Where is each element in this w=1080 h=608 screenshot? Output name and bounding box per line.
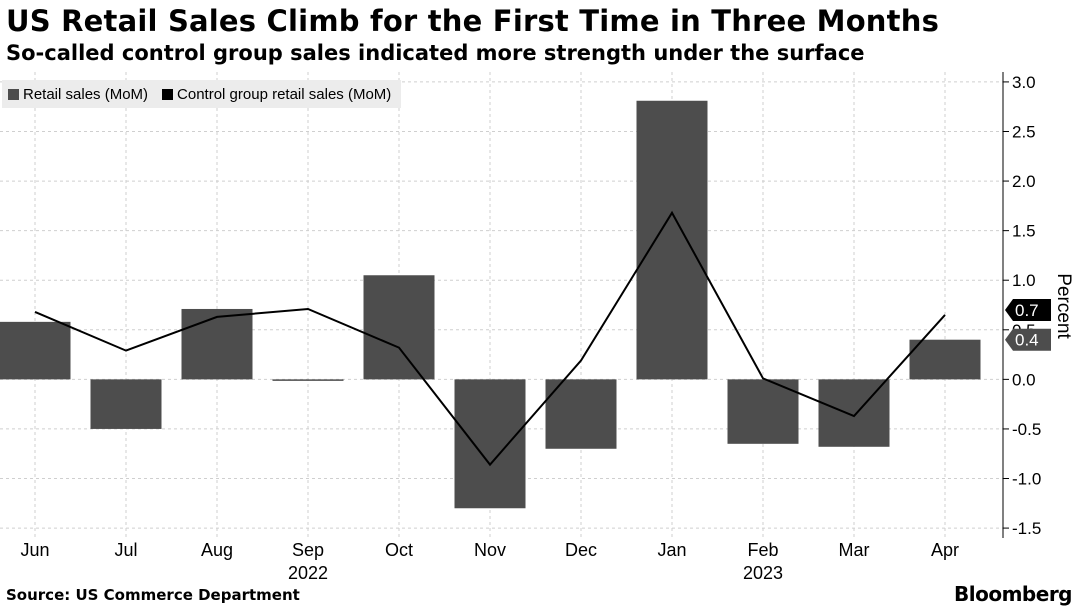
legend: Retail sales (MoM) Control group retail … bbox=[2, 80, 402, 108]
x-tick-label-sep: Sep bbox=[292, 540, 324, 560]
bar-series bbox=[0, 100, 981, 509]
legend-label-retail-sales: Retail sales (MoM) bbox=[23, 85, 149, 103]
y-tick-label: -0.5 bbox=[1012, 420, 1041, 439]
bar-jul bbox=[90, 379, 162, 429]
x-tick-label-nov: Nov bbox=[474, 540, 506, 560]
bar-nov bbox=[454, 379, 526, 509]
x-tick-label-jun: Jun bbox=[20, 540, 49, 560]
x-tick-label-feb: Feb bbox=[747, 540, 778, 560]
end-label-text: 0.7 bbox=[1015, 301, 1039, 320]
y-tick-label: -1.0 bbox=[1012, 470, 1041, 489]
bar-aug bbox=[181, 308, 253, 380]
x-tick-label-dec: Dec bbox=[565, 540, 597, 560]
x-tick-label-apr: Apr bbox=[931, 540, 959, 560]
y-tick-label: 1.0 bbox=[1012, 271, 1036, 290]
bar-oct bbox=[363, 275, 435, 380]
bloomberg-logo: Bloomberg bbox=[954, 582, 1072, 606]
end-label-tag bbox=[1005, 298, 1051, 321]
y-tick-label: 0.0 bbox=[1012, 370, 1036, 389]
y-tick-label: -1.5 bbox=[1012, 519, 1041, 538]
bar-sep bbox=[272, 379, 344, 381]
end-label-0.4: 0.4 bbox=[1005, 328, 1051, 351]
x-tick-label-jul: Jul bbox=[114, 540, 137, 560]
chart-title: US Retail Sales Climb for the First Time… bbox=[6, 4, 940, 38]
x-year-label-2022: 2022 bbox=[288, 563, 328, 583]
y-tick-label: 3.0 bbox=[1012, 73, 1036, 92]
legend-swatch-control-group bbox=[162, 88, 174, 100]
legend-swatch-retail-sales bbox=[8, 88, 19, 100]
x-tick-label-jan: Jan bbox=[657, 540, 686, 560]
x-year-label-2023: 2023 bbox=[743, 563, 783, 583]
bar-apr bbox=[909, 339, 981, 380]
chart-subtitle: So-called control group sales indicated … bbox=[6, 41, 865, 65]
legend-item-retail-sales: Retail sales (MoM) bbox=[8, 86, 148, 103]
x-tick-label-oct: Oct bbox=[385, 540, 413, 560]
legend-label-control-group: Control group retail sales (MoM) bbox=[177, 85, 392, 103]
x-tick-label-aug: Aug bbox=[201, 540, 233, 560]
end-label-tag bbox=[1005, 328, 1051, 351]
end-label-0.7: 0.7 bbox=[1005, 298, 1051, 321]
y-tick-label: 2.0 bbox=[1012, 172, 1036, 191]
y-tick-label: 1.5 bbox=[1012, 222, 1036, 241]
line-series bbox=[34, 210, 946, 467]
y-axis-title: Percent bbox=[1053, 273, 1074, 339]
y-tick-label: 2.5 bbox=[1012, 122, 1036, 141]
bar-jan bbox=[636, 100, 708, 380]
axes: 3.02.52.01.51.00.50.0-0.5-1.0-1.5Percent… bbox=[20, 72, 1074, 583]
end-label-text: 0.4 bbox=[1015, 331, 1039, 350]
source-note: Source: US Commerce Department bbox=[6, 586, 300, 604]
bar-feb bbox=[727, 379, 799, 444]
bar-dec bbox=[545, 379, 617, 449]
x-tick-label-mar: Mar bbox=[839, 540, 870, 560]
bar-jun bbox=[0, 321, 71, 380]
legend-item-control-group: Control group retail sales (MoM) bbox=[162, 86, 391, 103]
